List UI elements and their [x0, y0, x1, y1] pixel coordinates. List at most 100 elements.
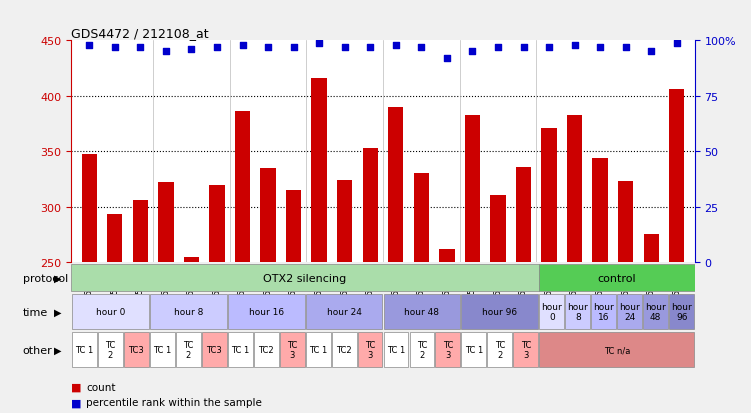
Bar: [254, 332, 279, 367]
Bar: [539, 294, 564, 329]
Bar: [384, 294, 460, 329]
Text: ■: ■: [71, 397, 82, 407]
Bar: [539, 264, 695, 292]
Point: [160, 49, 172, 56]
Text: OTX2 silencing: OTX2 silencing: [264, 273, 347, 283]
Text: ▶: ▶: [54, 345, 62, 355]
Bar: [337, 180, 352, 413]
Bar: [487, 332, 512, 367]
Bar: [210, 186, 225, 413]
Text: TC
2: TC 2: [183, 340, 194, 359]
Text: TC 1: TC 1: [153, 345, 171, 354]
Bar: [409, 332, 434, 367]
Bar: [541, 128, 556, 413]
Point: [364, 45, 376, 51]
Text: control: control: [598, 273, 636, 283]
Text: hour
48: hour 48: [645, 302, 666, 321]
Point: [83, 43, 95, 49]
Bar: [82, 155, 97, 413]
Point: [569, 43, 581, 49]
Bar: [286, 190, 301, 413]
Text: TC n/a: TC n/a: [604, 345, 630, 354]
Point: [313, 40, 325, 47]
Bar: [235, 112, 250, 413]
Text: GDS4472 / 212108_at: GDS4472 / 212108_at: [71, 27, 209, 40]
Text: TC 1: TC 1: [231, 345, 249, 354]
Point: [134, 45, 146, 51]
Bar: [107, 215, 122, 413]
Text: TC2: TC2: [336, 345, 352, 354]
Text: TC
3: TC 3: [287, 340, 297, 359]
Bar: [176, 332, 201, 367]
Point: [492, 45, 504, 51]
Point: [441, 56, 453, 62]
Text: hour 0: hour 0: [95, 307, 125, 316]
Text: hour
24: hour 24: [620, 302, 640, 321]
Bar: [279, 332, 305, 367]
Bar: [436, 332, 460, 367]
Bar: [71, 264, 539, 292]
Bar: [516, 167, 531, 413]
Point: [185, 47, 198, 53]
Bar: [306, 294, 382, 329]
Bar: [384, 332, 409, 367]
Text: count: count: [86, 382, 116, 392]
Bar: [133, 200, 148, 413]
Bar: [228, 332, 252, 367]
Bar: [465, 115, 480, 413]
Point: [211, 45, 223, 51]
Point: [466, 49, 478, 56]
Text: TC3: TC3: [128, 345, 144, 354]
Text: ▶: ▶: [54, 273, 62, 283]
Bar: [332, 332, 357, 367]
Bar: [312, 79, 327, 413]
Bar: [644, 235, 659, 413]
Point: [109, 45, 121, 51]
Text: ▶: ▶: [54, 307, 62, 317]
Bar: [184, 258, 199, 413]
Bar: [72, 294, 149, 329]
Text: TC
3: TC 3: [365, 340, 376, 359]
Bar: [591, 294, 617, 329]
Text: TC
2: TC 2: [105, 340, 116, 359]
Bar: [593, 159, 608, 413]
Bar: [228, 294, 305, 329]
Point: [415, 45, 427, 51]
Point: [237, 43, 249, 49]
Text: TC3: TC3: [207, 345, 222, 354]
Text: TC
2: TC 2: [495, 340, 505, 359]
Text: hour 16: hour 16: [249, 307, 284, 316]
Text: protocol: protocol: [23, 273, 68, 283]
Bar: [539, 332, 694, 367]
Bar: [567, 115, 582, 413]
Text: TC
3: TC 3: [443, 340, 453, 359]
Bar: [618, 182, 633, 413]
Bar: [461, 332, 487, 367]
Bar: [414, 174, 429, 413]
Text: TC
3: TC 3: [520, 340, 531, 359]
Bar: [202, 332, 227, 367]
Text: ■: ■: [71, 382, 82, 392]
Text: percentile rank within the sample: percentile rank within the sample: [86, 397, 262, 407]
Point: [594, 45, 606, 51]
Bar: [357, 332, 382, 367]
Text: TC2: TC2: [258, 345, 274, 354]
Text: hour 24: hour 24: [327, 307, 361, 316]
Point: [288, 45, 300, 51]
Point: [390, 43, 402, 49]
Bar: [363, 148, 378, 413]
Point: [671, 40, 683, 47]
Point: [517, 45, 529, 51]
Bar: [617, 294, 642, 329]
Text: hour
0: hour 0: [541, 302, 562, 321]
Text: hour
16: hour 16: [593, 302, 614, 321]
Text: TC
2: TC 2: [417, 340, 427, 359]
Bar: [149, 294, 227, 329]
Point: [543, 45, 555, 51]
Text: hour 8: hour 8: [173, 307, 203, 316]
Bar: [669, 294, 694, 329]
Bar: [644, 294, 668, 329]
Point: [645, 49, 657, 56]
Bar: [98, 332, 122, 367]
Text: TC 1: TC 1: [309, 345, 327, 354]
